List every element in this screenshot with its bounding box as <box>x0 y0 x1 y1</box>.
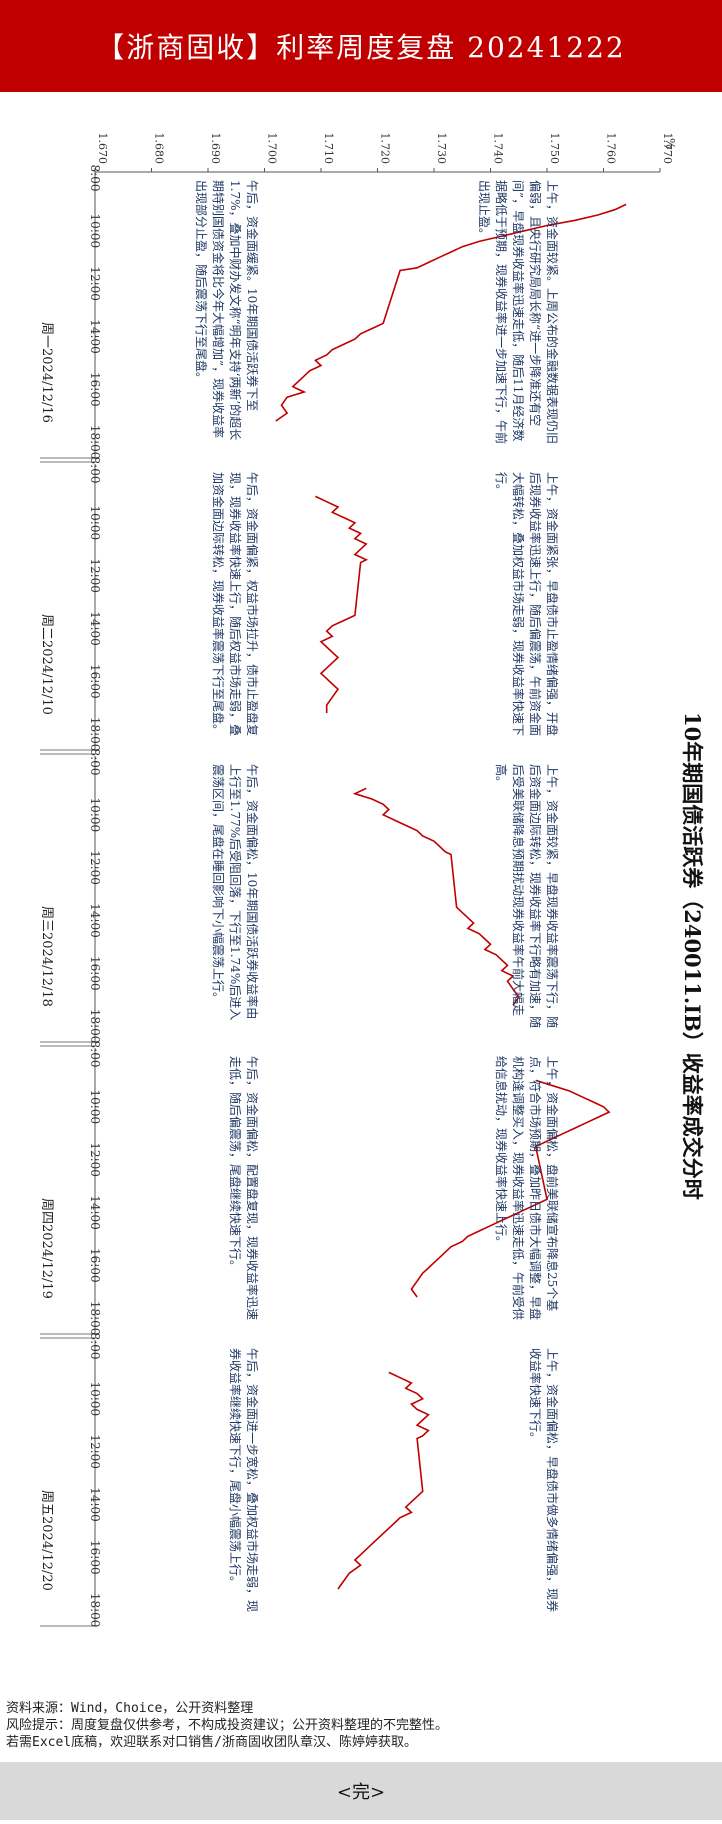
annotation-afternoon: 午后，资金面缓紧。10年期国债活跃券下至1.7%，叠加中财办发文称“明年支持‘两… <box>194 180 259 441</box>
time-tick-label: 14:00 <box>88 611 102 646</box>
time-tick-label: 14:00 <box>88 1195 102 1230</box>
annotation-morning: 上午，资金面较紧。上周公布的金融数据表现仍旧偏弱，且央行研究局局长称“进一步降准… <box>477 180 559 445</box>
annotation-morning: 上午，资金面偏松，早盘债市做多情绪偏强，现券收益率快速下行。 <box>528 1348 559 1613</box>
yield-tick-label: 1.710 <box>322 133 335 165</box>
yield-chart: 1.670 1.680 1.690 1.700 1.710 1.720 1.730 1.740… <box>40 133 677 1628</box>
day-label: 周四2024/12/19 <box>39 1198 54 1299</box>
annotation-afternoon: 午后，资金面偏紧，权益市场拉升，债市止盈盘复现，现券收益率快速上行，随后权益市场… <box>211 472 259 737</box>
yield-series-line <box>337 1371 430 1590</box>
time-tick-label: 10:00 <box>88 1090 102 1125</box>
yield-tick-label: 1.740 <box>492 133 505 165</box>
day-label: 周二2024/12/10 <box>39 614 54 715</box>
chart-area: 1.670 1.680 1.690 1.700 1.710 1.720 1.730 1.740… <box>0 92 722 1692</box>
time-tick-label: 16:00 <box>88 664 102 699</box>
annotation-morning: 上午，资金面较紧，早盘现券收益率震荡下行，随后资金面边际转松，现券收益率下行略有… <box>494 764 559 1029</box>
time-tick-label: 18:00 <box>88 1009 102 1044</box>
yield-series-line <box>315 495 369 713</box>
time-tick-label: 16:00 <box>88 1540 102 1575</box>
time-tick-label: 18:00 <box>88 717 102 752</box>
time-tick-label: 18:00 <box>88 1593 102 1628</box>
time-tick-label: 16:00 <box>88 1248 102 1283</box>
time-tick-label: 14:00 <box>88 319 102 354</box>
time-tick-label: 8:00 <box>88 165 102 192</box>
time-tick-label: 12:00 <box>88 1434 102 1469</box>
chart-title: 10年期国债活跃券（240011.IB）收益率成交分时 <box>680 712 705 1200</box>
day-label: 周五2024/12/20 <box>39 1490 54 1591</box>
yield-series-line <box>352 787 520 1006</box>
yield-series-line <box>275 203 627 422</box>
yield-tick-label: 1.690 <box>209 133 222 165</box>
day-label: 周一2024/12/16 <box>39 322 54 423</box>
yield-tick-label: 1.700 <box>266 133 279 165</box>
time-tick-label: 18:00 <box>88 1301 102 1336</box>
yield-tick-label: 1.670 <box>96 133 109 165</box>
yield-tick-label: 1.760 <box>605 133 618 165</box>
yield-series-line <box>410 1079 611 1298</box>
end-label: <完> <box>336 1782 386 1803</box>
annotation-morning: 上午，资金面紧张，早盘债市止盈情绪偏强，开盘后现券收益率迅速上行，随后偏震荡，午… <box>494 472 559 737</box>
header-banner: 【浙商固收】利率周度复盘 20241222 <box>0 0 722 92</box>
footer-source: 资料来源：Wind，Choice，公开资料整理 <box>6 1701 254 1716</box>
yield-tick-label: 1.770 <box>661 133 674 165</box>
footer-risk: 风险提示：周度复盘仅供参考，不构成投资建议；公开资料整理的不完整性。 <box>6 1718 449 1733</box>
annotation-afternoon: 午后，资金面进一步宽松，叠加权益市场走弱，现券收益率继续快速下行，尾盘小幅震荡上… <box>228 1348 259 1613</box>
time-tick-label: 10:00 <box>88 1382 102 1417</box>
time-tick-label: 10:00 <box>88 214 102 249</box>
time-tick-label: 12:00 <box>88 558 102 593</box>
footer-notes: 资料来源：Wind，Choice，公开资料整理 风险提示：周度复盘仅供参考，不构… <box>6 1700 716 1751</box>
time-tick-label: 8:00 <box>88 749 102 776</box>
time-tick-label: 14:00 <box>88 1487 102 1522</box>
time-tick-label: 12:00 <box>88 266 102 301</box>
annotation-morning: 上午，资金面偏松，盘前美联储宣布降息25个基点，符合市场预期，叠加昨日债市大幅调… <box>494 1056 559 1321</box>
time-tick-label: 10:00 <box>88 506 102 541</box>
time-tick-label: 16:00 <box>88 956 102 991</box>
time-tick-label: 8:00 <box>88 1041 102 1068</box>
time-tick-label: 12:00 <box>88 850 102 885</box>
time-tick-label: 10:00 <box>88 798 102 833</box>
time-tick-label: 8:00 <box>88 457 102 484</box>
time-tick-label: 18:00 <box>88 425 102 460</box>
yield-unit-label: % <box>663 138 677 149</box>
time-tick-label: 14:00 <box>88 903 102 938</box>
time-tick-label: 8:00 <box>88 1333 102 1360</box>
yield-tick-label: 1.720 <box>379 133 392 165</box>
yield-tick-label: 1.730 <box>435 133 448 165</box>
yield-tick-label: 1.680 <box>153 133 166 165</box>
time-tick-label: 12:00 <box>88 1142 102 1177</box>
annotation-afternoon: 午后，资金面偏松，配置盘复现，现券收益率迅速走低，随后偏震荡，尾盘继续快速下行。 <box>228 1056 259 1321</box>
footer-contact: 若需Excel底稿，欢迎联系对口销售/浙商固收团队章汉、陈婷婷获取。 <box>6 1735 417 1750</box>
yield-tick-label: 1.750 <box>548 133 561 165</box>
page-title: 【浙商固收】利率周度复盘 20241222 <box>96 31 626 64</box>
annotation-afternoon: 午后，资金面偏松，10年期国债活跃券收益率由上行至1.77%后受阻回落，下行至1… <box>211 764 259 1021</box>
end-bar: <完> <box>0 1762 722 1820</box>
time-tick-label: 16:00 <box>88 372 102 407</box>
day-label: 周三2024/12/18 <box>39 906 54 1007</box>
